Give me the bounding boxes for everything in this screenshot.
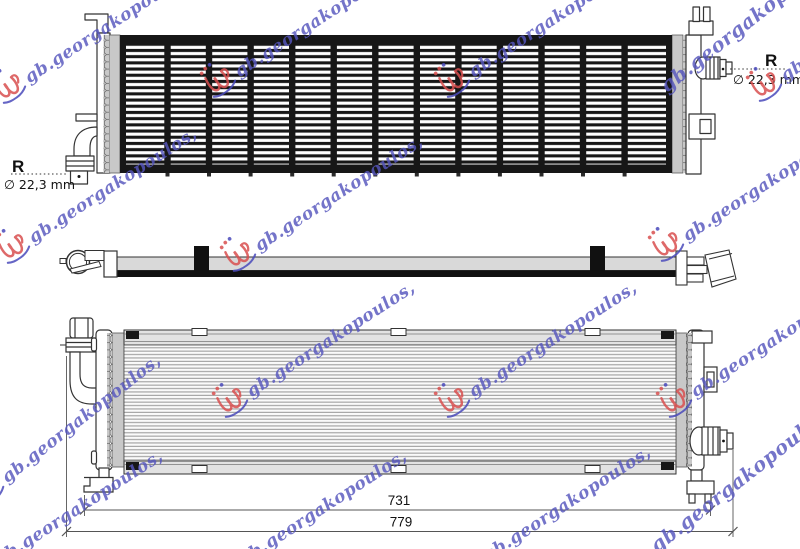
middle-view-profile (59, 246, 737, 288)
bottom-right-fitting (689, 426, 734, 456)
bottom-view-core (123, 328, 677, 475)
right-port-diameter: ∅ 22,3 mm (733, 72, 800, 87)
retainer-clip (191, 465, 208, 473)
mounting-tab (194, 246, 209, 271)
retainer-clip (191, 328, 208, 336)
dimension-value-731: 731 (388, 493, 411, 508)
mounting-tab (590, 246, 605, 271)
bottom-right-bracket (686, 469, 715, 504)
mounting-bracket (688, 6, 714, 36)
retainer-clip (584, 328, 601, 336)
serrated-plate-right (671, 34, 684, 174)
dimension-overall-width: 779 (61, 515, 738, 537)
right-port-fitting (694, 56, 733, 80)
top-view-right-tank (685, 6, 733, 175)
top-view-left-tank (65, 13, 111, 185)
mounting-bracket (84, 13, 109, 34)
left-port-diameter: ∅ 22,3 mm (4, 177, 75, 192)
top-view-front: R ∅ 22,3 mm R ∅ 22,3 mm (4, 6, 800, 192)
retainer-clip (584, 465, 601, 473)
side-clip (688, 113, 716, 140)
profile-right-connector (675, 249, 737, 288)
left-port-radius-label: R (12, 157, 24, 176)
right-port-label: R ∅ 22,3 mm (730, 51, 800, 87)
left-port-label: R ∅ 22,3 mm (4, 157, 75, 192)
dimension-core-width: 731 (79, 493, 716, 515)
core-grid (120, 35, 672, 177)
profile-left-fitting (59, 249, 118, 278)
left-port-fitting (65, 155, 95, 185)
dimension-annotations: 731 779 (61, 356, 738, 537)
retainer-clip (390, 328, 407, 336)
top-notch (691, 330, 713, 344)
serrated-plate-left (108, 34, 121, 174)
bottom-view-rear (60, 317, 734, 504)
bottom-left-bracket (83, 467, 114, 493)
right-port-radius-label: R (765, 51, 777, 70)
retainer-clip (390, 465, 407, 473)
side-tab (703, 366, 718, 393)
dimension-value-779: 779 (390, 515, 413, 530)
